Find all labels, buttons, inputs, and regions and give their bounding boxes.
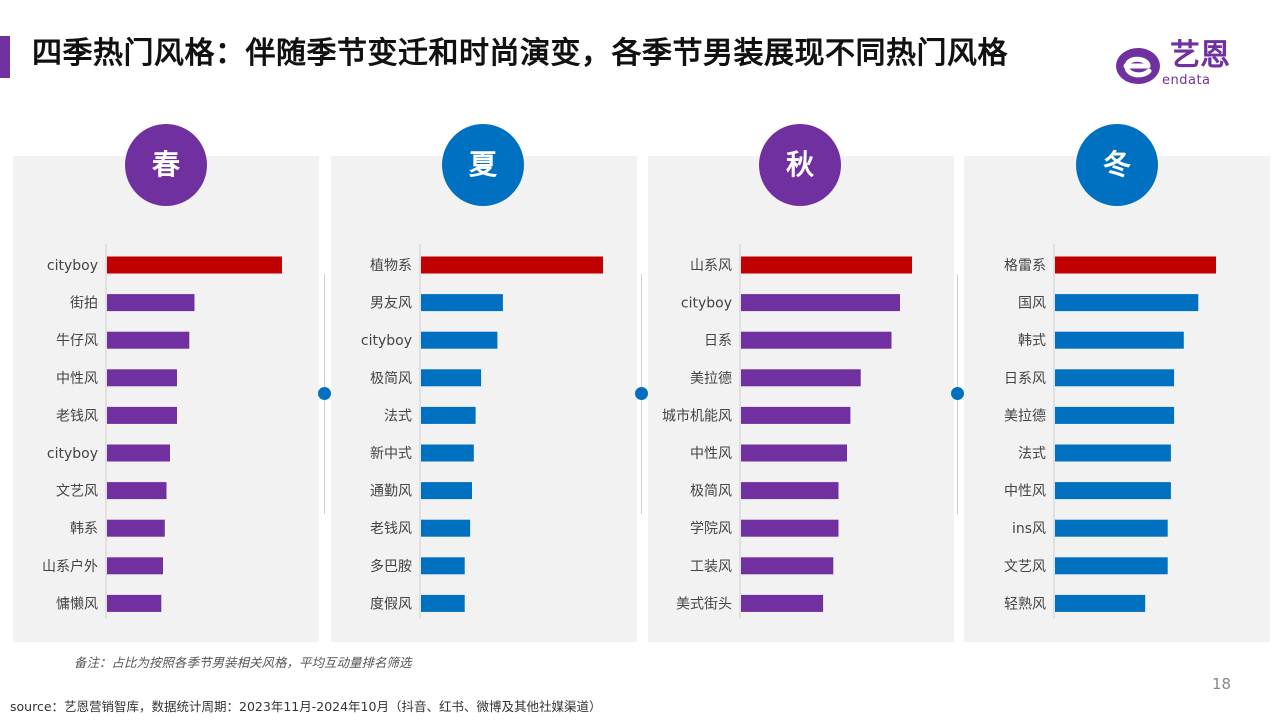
spring-category-label-10: 慵懒风 [56, 596, 98, 612]
spring-bar-1 [107, 256, 282, 274]
autumn-bar-10 [741, 594, 824, 612]
winter-bar-5 [1055, 406, 1175, 424]
spring-category-label-4: 中性风 [56, 371, 98, 387]
autumn-bar-8 [741, 519, 839, 537]
autumn-bar-3 [741, 331, 892, 349]
spring-bar-9 [107, 557, 163, 575]
divider-dot-3 [951, 387, 964, 400]
summer-category-label-8: 老钱风 [370, 521, 412, 537]
summer-category-label-1: 植物系 [370, 258, 412, 274]
winter-category-label-5: 美拉德 [1004, 408, 1046, 424]
summer-bar-3 [421, 331, 498, 349]
title-accent-bar [0, 36, 10, 78]
spring-category-label-6: cityboy [47, 446, 98, 462]
spring-category-label-7: 文艺风 [56, 484, 98, 500]
summer-bar-2 [421, 294, 503, 312]
autumn-category-label-7: 极简风 [690, 483, 732, 500]
summer-panel [331, 156, 637, 642]
spring-panel [13, 156, 319, 642]
logo-text: 艺恩 [1170, 38, 1230, 73]
winter-bar-9 [1055, 557, 1168, 575]
winter-category-label-4: 日系风 [1004, 371, 1046, 387]
spring-category-label-9: 山系户外 [42, 558, 98, 575]
logo-subtext: endata [1162, 73, 1211, 88]
spring-category-label-8: 韩系 [70, 521, 98, 537]
winter-category-label-2: 国风 [1018, 296, 1046, 312]
page-title: 四季热门风格：伴随季节变迁和时尚演变，各季节男装展现不同热门风格 [32, 36, 1008, 71]
winter-category-label-3: 韩式 [1018, 333, 1046, 349]
autumn-bar-1 [741, 256, 912, 274]
divider-dot-2 [635, 387, 648, 400]
spring-bar-3 [107, 331, 190, 349]
summer-bar-1 [421, 256, 603, 274]
summer-bar-9 [421, 557, 465, 575]
autumn-bar-6 [741, 444, 847, 462]
winter-category-label-9: 文艺风 [1004, 559, 1046, 575]
summer-category-label-9: 多巴胺 [370, 558, 412, 575]
winter-category-label-1: 格雷系 [1004, 258, 1046, 274]
winter-bar-4 [1055, 369, 1175, 387]
autumn-category-label-4: 美拉德 [690, 371, 732, 387]
season-circle-autumn: 秋 [759, 124, 841, 206]
autumn-category-label-5: 城市机能风 [662, 407, 732, 424]
winter-bar-1 [1055, 256, 1216, 274]
winter-category-label-8: ins风 [1012, 521, 1046, 537]
autumn-bar-2 [741, 294, 900, 312]
divider-dot-1 [318, 387, 331, 400]
season-circle-winter: 冬 [1076, 124, 1158, 206]
summer-bar-8 [421, 519, 471, 537]
spring-bar-6 [107, 444, 170, 462]
autumn-category-label-10: 美式街头 [676, 596, 732, 612]
spring-category-label-2: 街拍 [70, 296, 98, 312]
season-circle-spring: 春 [125, 124, 207, 206]
winter-bar-3 [1055, 331, 1184, 349]
autumn-bar-7 [741, 482, 839, 500]
summer-category-label-5: 法式 [384, 408, 412, 424]
summer-category-label-2: 男友风 [370, 296, 412, 312]
winter-bar-6 [1055, 444, 1171, 462]
season-circle-summer: 夏 [442, 124, 524, 206]
winter-category-label-7: 中性风 [1004, 484, 1046, 500]
spring-bar-8 [107, 519, 165, 537]
autumn-category-label-9: 工装风 [690, 559, 732, 575]
endata-logo-icon [1116, 48, 1160, 84]
footnote: 备注：占比为按照各季节男装相关风格，平均互动量排名筛选 [74, 655, 412, 670]
autumn-category-label-3: 日系 [704, 333, 732, 349]
spring-category-label-5: 老钱风 [56, 408, 98, 424]
summer-category-label-7: 通勤风 [370, 484, 412, 500]
spring-bar-10 [107, 594, 162, 612]
summer-category-label-3: cityboy [361, 333, 412, 349]
winter-category-label-10: 轻熟风 [1004, 596, 1046, 612]
autumn-bar-4 [741, 369, 861, 387]
spring-bar-4 [107, 369, 177, 387]
winter-category-label-6: 法式 [1018, 446, 1046, 462]
summer-bar-6 [421, 444, 474, 462]
autumn-bar-9 [741, 557, 834, 575]
source-text: source：艺恩营销智库，数据统计周期：2023年11月-2024年10月（抖… [10, 699, 602, 714]
spring-bar-7 [107, 482, 167, 500]
summer-bar-7 [421, 482, 472, 500]
winter-bar-2 [1055, 294, 1199, 312]
winter-bar-10 [1055, 594, 1146, 612]
spring-bar-2 [107, 294, 195, 312]
autumn-category-label-2: cityboy [681, 296, 732, 312]
autumn-bar-5 [741, 406, 851, 424]
spring-category-label-3: 牛仔风 [56, 333, 98, 349]
spring-bar-5 [107, 406, 177, 424]
winter-bar-7 [1055, 482, 1171, 500]
winter-bar-8 [1055, 519, 1168, 537]
summer-bar-10 [421, 594, 465, 612]
summer-category-label-4: 极简风 [370, 370, 412, 387]
summer-category-label-10: 度假风 [370, 596, 412, 612]
summer-category-label-6: 新中式 [370, 446, 412, 462]
autumn-category-label-8: 学院风 [690, 521, 732, 537]
summer-bar-4 [421, 369, 482, 387]
endata-logo: 艺恩 endata [1112, 38, 1242, 90]
spring-category-label-1: cityboy [47, 258, 98, 274]
page-number: 18 [1212, 675, 1232, 693]
summer-bar-5 [421, 406, 476, 424]
autumn-category-label-1: 山系风 [690, 258, 732, 274]
autumn-category-label-6: 中性风 [690, 446, 732, 462]
